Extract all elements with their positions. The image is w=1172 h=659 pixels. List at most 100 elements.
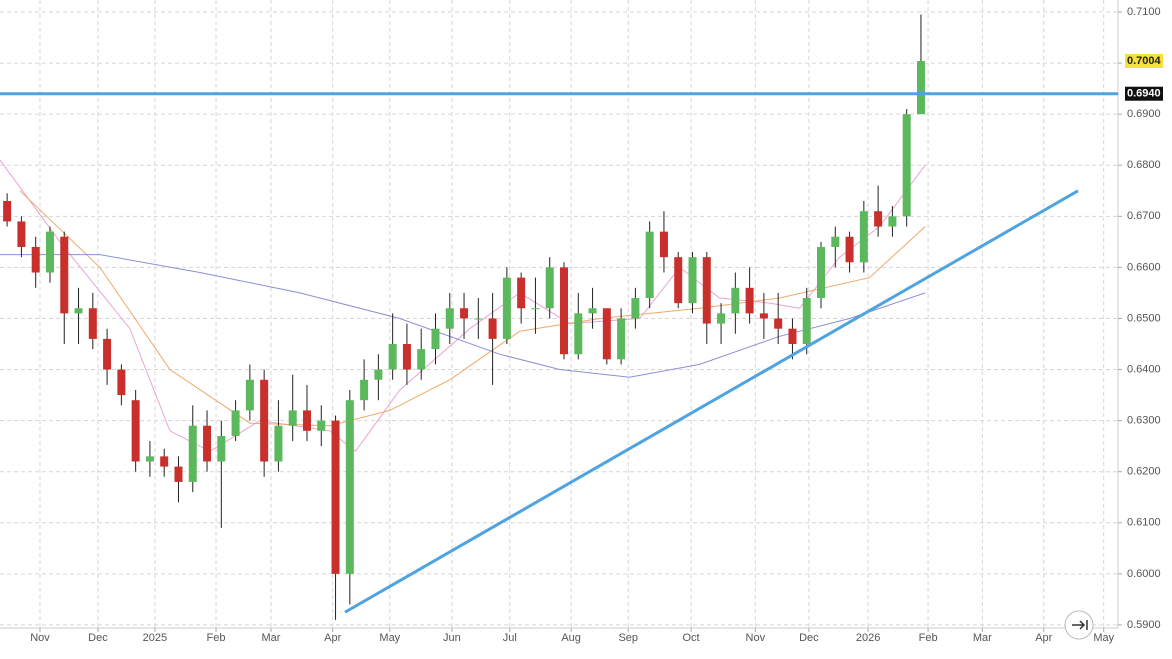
candle-body xyxy=(831,236,840,247)
moving-average xyxy=(0,159,926,453)
candle-body xyxy=(302,410,311,431)
last-price-box xyxy=(1125,54,1163,69)
candle-body xyxy=(859,211,868,263)
candle-body xyxy=(317,420,326,431)
x-tick-label: 2025 xyxy=(143,632,167,644)
candle-body xyxy=(888,216,897,227)
candle-body xyxy=(17,221,26,247)
candle-body xyxy=(345,400,354,574)
candle-body xyxy=(502,277,511,339)
candle-body xyxy=(117,369,126,396)
y-tick-label: 0.7100 xyxy=(1127,6,1161,18)
candle-body xyxy=(674,257,683,304)
candle-body xyxy=(545,267,554,309)
candle-body xyxy=(474,318,483,320)
candle-body xyxy=(488,318,497,339)
candle-body xyxy=(631,298,640,319)
candle-body xyxy=(288,410,297,426)
candle-body xyxy=(602,308,611,360)
candle-body xyxy=(460,308,469,319)
candle-body xyxy=(260,379,269,462)
x-tick-label: Jul xyxy=(503,632,517,644)
candle-body xyxy=(31,246,40,273)
x-tick-label: Nov xyxy=(30,632,50,644)
candle-body xyxy=(374,369,383,380)
candle-body xyxy=(645,231,654,299)
candle-body xyxy=(531,308,540,310)
y-tick-label: 0.6200 xyxy=(1127,466,1161,478)
candle-body xyxy=(203,425,212,462)
candle-body xyxy=(331,420,340,574)
candle-body xyxy=(402,344,411,370)
x-tick-label: Apr xyxy=(1035,632,1052,644)
x-tick-label: May xyxy=(1093,632,1114,644)
y-tick-label: 0.6000 xyxy=(1127,568,1161,580)
y-tick-label: 0.6700 xyxy=(1127,210,1161,222)
candle-body xyxy=(874,211,883,227)
y-tick-label: 0.6800 xyxy=(1127,159,1161,171)
candle-body xyxy=(174,466,183,482)
candle-body xyxy=(188,425,197,482)
y-tick-label: 0.5900 xyxy=(1127,619,1161,631)
candle-body xyxy=(902,114,911,217)
x-tick-label: Nov xyxy=(746,632,766,644)
x-tick-label: Dec xyxy=(799,632,819,644)
candle-body xyxy=(559,267,568,355)
x-tick-label: Jun xyxy=(443,632,461,644)
x-tick-label: Sep xyxy=(618,632,638,644)
last-price-label: 0.7004 xyxy=(1127,55,1162,67)
level-label: 0.6940 xyxy=(1127,88,1161,100)
candle-body xyxy=(3,200,12,222)
candle-body xyxy=(759,313,768,319)
candle-body xyxy=(74,308,83,314)
candle-body xyxy=(88,308,97,339)
candle-body xyxy=(388,344,397,370)
candle-body xyxy=(745,287,754,314)
candle-body xyxy=(217,435,226,462)
x-tick-label: May xyxy=(379,632,400,644)
x-tick-label: Feb xyxy=(919,632,938,644)
y-tick-label: 0.6400 xyxy=(1127,363,1161,375)
x-tick-label: 2026 xyxy=(856,632,880,644)
x-tick-label: Dec xyxy=(88,632,108,644)
candle-body xyxy=(574,313,583,355)
candle-body xyxy=(60,236,69,314)
candle-body xyxy=(688,257,697,304)
candle-body xyxy=(445,308,454,329)
level-label-box xyxy=(1125,86,1163,101)
x-tick-label: Apr xyxy=(324,632,341,644)
candle-body xyxy=(916,61,925,115)
candle-body xyxy=(731,287,740,314)
trendline xyxy=(344,189,1079,614)
candle-body xyxy=(802,298,811,345)
x-tick-label: Aug xyxy=(561,632,581,644)
candle-body xyxy=(160,456,169,467)
candle-body xyxy=(417,349,426,370)
y-tick-label: 0.6600 xyxy=(1127,261,1161,273)
candle-body xyxy=(788,328,797,345)
candle-body xyxy=(45,231,54,273)
candle-body xyxy=(145,456,154,462)
candle-body xyxy=(659,231,668,258)
y-tick-label: 0.6100 xyxy=(1127,517,1161,529)
candle-body xyxy=(517,277,526,309)
candle-body xyxy=(717,313,726,324)
candle-body xyxy=(774,318,783,329)
candle-body xyxy=(845,236,854,263)
y-tick-label: 0.6500 xyxy=(1127,312,1161,324)
moving-average xyxy=(19,190,926,427)
candle-body xyxy=(245,379,254,411)
candle-body xyxy=(817,246,826,299)
candle-body xyxy=(431,328,440,350)
x-tick-label: Feb xyxy=(207,632,226,644)
candle-body xyxy=(131,400,140,462)
scroll-button[interactable] xyxy=(1064,610,1094,640)
candle-body xyxy=(588,308,597,314)
candle-body xyxy=(702,257,711,324)
candle-body xyxy=(617,318,626,360)
y-tick-label: 0.6900 xyxy=(1127,108,1161,120)
candle-body xyxy=(231,410,240,436)
scroll-button-icon[interactable] xyxy=(1072,620,1088,630)
x-tick-label: Oct xyxy=(683,632,700,644)
